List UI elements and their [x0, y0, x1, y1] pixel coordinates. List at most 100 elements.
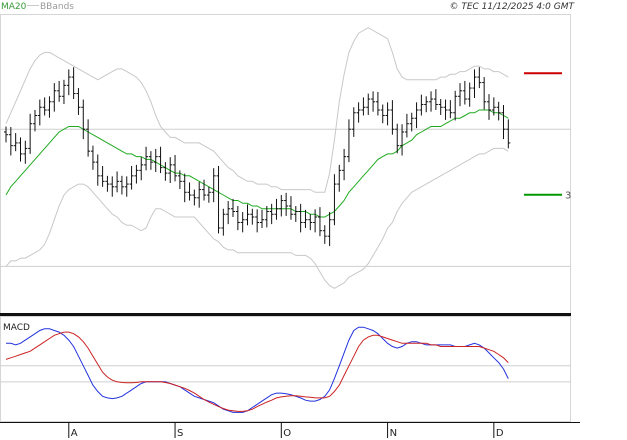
price-candle — [182, 173, 187, 203]
price-candle — [351, 107, 356, 137]
macd-panel-frame — [0, 316, 571, 422]
price-candle — [269, 203, 274, 225]
month-label: N — [390, 428, 397, 439]
price-candle — [356, 102, 361, 123]
signal-line — [5, 331, 509, 412]
price-candle — [259, 209, 264, 228]
price-candle — [487, 94, 491, 120]
price-candle — [81, 99, 86, 140]
price-candle — [419, 94, 424, 116]
price-candles — [4, 67, 511, 247]
price-candle — [61, 79, 66, 104]
month-label: D — [496, 428, 504, 439]
price-candle — [491, 97, 496, 116]
price-candle — [424, 96, 429, 113]
price-candle — [298, 203, 303, 233]
price-candle — [226, 201, 231, 225]
price-candle — [206, 186, 211, 203]
bollinger-lower-line — [5, 147, 509, 289]
macd-title: MACD — [3, 323, 30, 333]
price-candle — [433, 89, 438, 111]
price-candle — [100, 165, 105, 187]
price-candle — [240, 212, 245, 233]
price-candle — [346, 119, 351, 163]
price-candle — [124, 176, 129, 197]
ma20-line-group — [5, 109, 509, 218]
price-candle — [342, 148, 347, 181]
price-candle — [288, 196, 293, 220]
price-candle — [467, 82, 472, 107]
price-candle — [453, 90, 458, 121]
price-candle — [90, 145, 95, 170]
price-candle — [284, 192, 289, 216]
price-candle — [443, 99, 448, 120]
price-candle — [385, 102, 390, 126]
price-candle — [231, 198, 236, 217]
price-candle — [322, 225, 327, 244]
price-candle — [337, 164, 342, 192]
price-panel-frame — [0, 14, 571, 314]
month-label: A — [71, 428, 78, 439]
price-candle — [250, 208, 255, 225]
price-candle — [458, 83, 463, 107]
price-candle — [148, 151, 153, 170]
bollinger-bands — [5, 27, 509, 289]
price-candle — [23, 140, 28, 164]
ma20-line — [5, 109, 509, 218]
macd-lines — [5, 326, 509, 413]
price-candle — [501, 105, 506, 140]
price-candle — [317, 207, 322, 237]
price-candle — [95, 154, 100, 186]
price-candle — [153, 148, 158, 173]
price-candle — [52, 83, 57, 112]
price-candle — [390, 100, 395, 135]
price-candle — [37, 99, 42, 126]
price-candle — [158, 146, 163, 174]
bollinger-upper-line — [5, 27, 509, 193]
price-candle — [255, 209, 260, 233]
price-candle — [28, 113, 33, 154]
price-candle — [477, 67, 482, 89]
month-label: S — [177, 428, 183, 439]
right-axis-background — [571, 14, 627, 422]
price-candle — [134, 164, 139, 184]
price-candle — [139, 157, 144, 181]
price-candle — [42, 97, 47, 116]
price-candle — [57, 80, 62, 102]
price-candle — [129, 165, 134, 190]
price-candle — [506, 119, 511, 149]
price-candle — [177, 170, 182, 190]
price-candle — [13, 133, 18, 152]
price-candle — [366, 93, 371, 115]
price-candle — [462, 80, 467, 105]
price-candle — [375, 91, 380, 116]
price-candle — [119, 175, 124, 195]
bbands-legend-swatch — [27, 5, 39, 6]
price-candle — [47, 96, 52, 118]
price-candle — [438, 99, 443, 115]
source-timestamp: © TEC 11/12/2025 4:0 GMT — [449, 2, 575, 12]
price-candle — [4, 126, 8, 143]
price-candle — [332, 174, 337, 226]
price-candle — [482, 77, 487, 110]
price-candle — [202, 179, 207, 201]
price-candle — [105, 175, 110, 192]
price-candle — [163, 162, 168, 181]
macd-grid — [0, 365, 571, 383]
price-candle — [168, 157, 173, 183]
price-candle — [110, 176, 115, 197]
price-candle — [211, 168, 216, 203]
price-grid — [0, 128, 571, 267]
bbands-legend-label: BBands — [40, 2, 74, 12]
price-candle — [173, 154, 178, 182]
price-candle — [144, 146, 149, 171]
price-candle — [76, 88, 81, 115]
price-candle — [429, 91, 434, 112]
price-candle — [395, 123, 400, 154]
price-candle — [18, 137, 23, 162]
price-candle — [245, 204, 250, 226]
price-candle — [115, 171, 120, 193]
month-label: O — [283, 428, 291, 439]
